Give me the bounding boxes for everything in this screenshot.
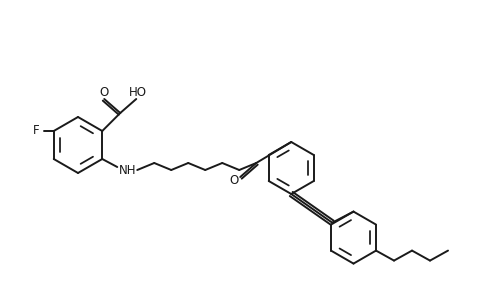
Text: HO: HO xyxy=(129,86,147,98)
Text: O: O xyxy=(100,86,109,98)
Text: NH: NH xyxy=(119,164,136,177)
Text: O: O xyxy=(230,174,239,187)
Text: F: F xyxy=(32,125,39,137)
